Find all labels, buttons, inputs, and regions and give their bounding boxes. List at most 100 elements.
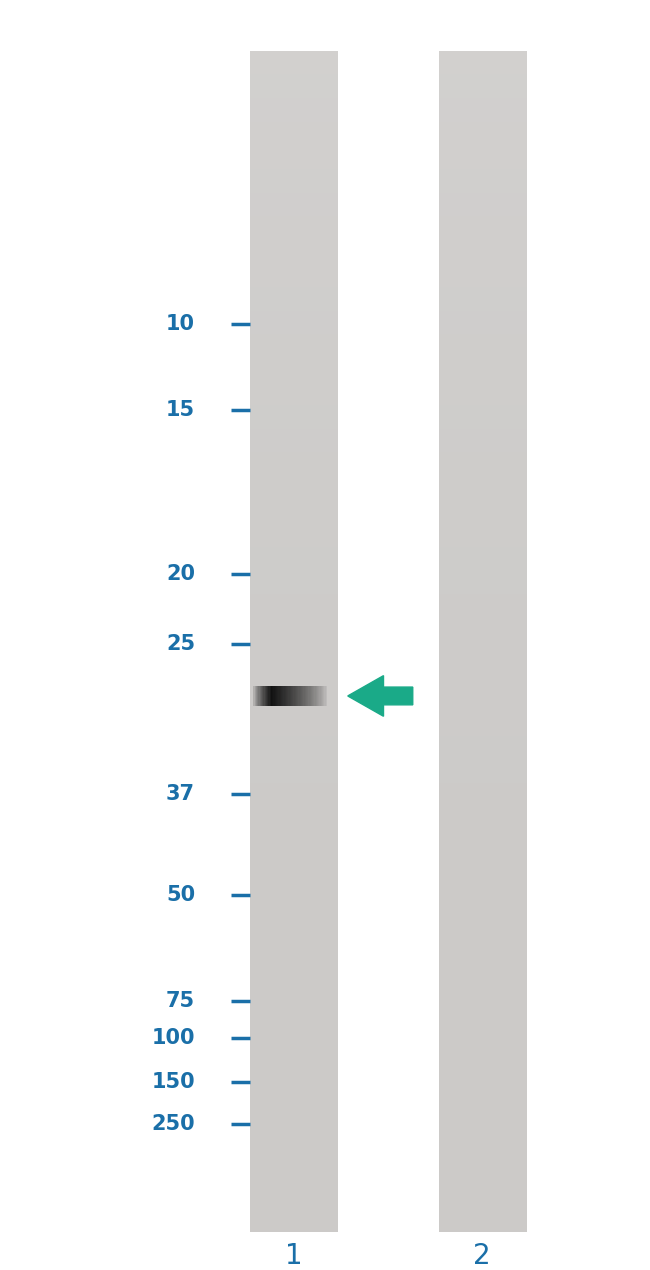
- Bar: [316, 686, 317, 706]
- Bar: [322, 686, 323, 706]
- Bar: [250, 145, 338, 169]
- Bar: [439, 1161, 526, 1185]
- Bar: [439, 452, 526, 476]
- Bar: [439, 712, 526, 735]
- Bar: [439, 193, 526, 216]
- Bar: [439, 902, 526, 925]
- Bar: [250, 216, 338, 240]
- Text: 75: 75: [166, 991, 195, 1011]
- Bar: [439, 287, 526, 311]
- Bar: [439, 405, 526, 429]
- Bar: [250, 358, 338, 381]
- Bar: [283, 686, 285, 706]
- Bar: [439, 98, 526, 122]
- Bar: [439, 1114, 526, 1138]
- Bar: [439, 925, 526, 949]
- FancyArrow shape: [348, 676, 413, 716]
- Bar: [304, 686, 306, 706]
- Bar: [250, 712, 338, 735]
- Bar: [326, 686, 327, 706]
- Bar: [250, 853, 338, 878]
- Bar: [439, 547, 526, 570]
- Bar: [439, 831, 526, 853]
- Bar: [250, 806, 338, 831]
- Bar: [439, 358, 526, 381]
- Bar: [260, 686, 261, 706]
- Bar: [250, 547, 338, 570]
- Bar: [439, 1043, 526, 1067]
- Bar: [250, 263, 338, 287]
- Bar: [301, 686, 302, 706]
- Text: 50: 50: [166, 885, 195, 906]
- Bar: [439, 1067, 526, 1090]
- Bar: [439, 1020, 526, 1043]
- Bar: [250, 1090, 338, 1114]
- Bar: [250, 169, 338, 193]
- Bar: [255, 686, 256, 706]
- Bar: [439, 996, 526, 1020]
- Bar: [250, 334, 338, 358]
- Bar: [250, 784, 338, 806]
- Bar: [250, 1114, 338, 1138]
- Bar: [313, 686, 315, 706]
- Bar: [250, 429, 338, 452]
- Bar: [439, 429, 526, 452]
- Bar: [250, 925, 338, 949]
- Text: 25: 25: [166, 634, 195, 654]
- Bar: [308, 686, 309, 706]
- Bar: [250, 51, 338, 75]
- Bar: [439, 145, 526, 169]
- Bar: [439, 523, 526, 547]
- Bar: [290, 686, 291, 706]
- Bar: [439, 784, 526, 806]
- Bar: [250, 949, 338, 972]
- Bar: [439, 735, 526, 759]
- Bar: [302, 686, 304, 706]
- Bar: [311, 686, 312, 706]
- Bar: [250, 1067, 338, 1090]
- Bar: [439, 853, 526, 878]
- Bar: [259, 686, 260, 706]
- Bar: [317, 686, 318, 706]
- Bar: [282, 686, 283, 706]
- Bar: [291, 686, 292, 706]
- Bar: [309, 686, 311, 706]
- Bar: [439, 1185, 526, 1208]
- Bar: [439, 334, 526, 358]
- Bar: [250, 594, 338, 617]
- Bar: [280, 686, 281, 706]
- Text: 1: 1: [285, 1242, 303, 1270]
- Bar: [318, 686, 320, 706]
- Bar: [439, 311, 526, 334]
- Bar: [250, 240, 338, 263]
- Bar: [256, 686, 257, 706]
- Bar: [439, 878, 526, 902]
- Bar: [267, 686, 268, 706]
- Bar: [439, 972, 526, 996]
- Bar: [250, 1161, 338, 1185]
- Bar: [250, 51, 338, 1232]
- Bar: [257, 686, 259, 706]
- Bar: [312, 686, 313, 706]
- Bar: [270, 686, 271, 706]
- Bar: [250, 98, 338, 122]
- Bar: [250, 476, 338, 499]
- Bar: [250, 405, 338, 429]
- Bar: [287, 686, 289, 706]
- Bar: [439, 1090, 526, 1114]
- Text: 2: 2: [473, 1242, 491, 1270]
- Bar: [261, 686, 262, 706]
- Bar: [250, 1185, 338, 1208]
- Bar: [254, 686, 255, 706]
- Bar: [250, 617, 338, 641]
- Bar: [250, 75, 338, 98]
- Bar: [298, 686, 300, 706]
- Text: 150: 150: [151, 1072, 195, 1092]
- Bar: [263, 686, 265, 706]
- Bar: [250, 452, 338, 476]
- Bar: [250, 902, 338, 925]
- Bar: [439, 216, 526, 240]
- Bar: [439, 617, 526, 641]
- Text: 10: 10: [166, 314, 195, 334]
- Bar: [289, 686, 290, 706]
